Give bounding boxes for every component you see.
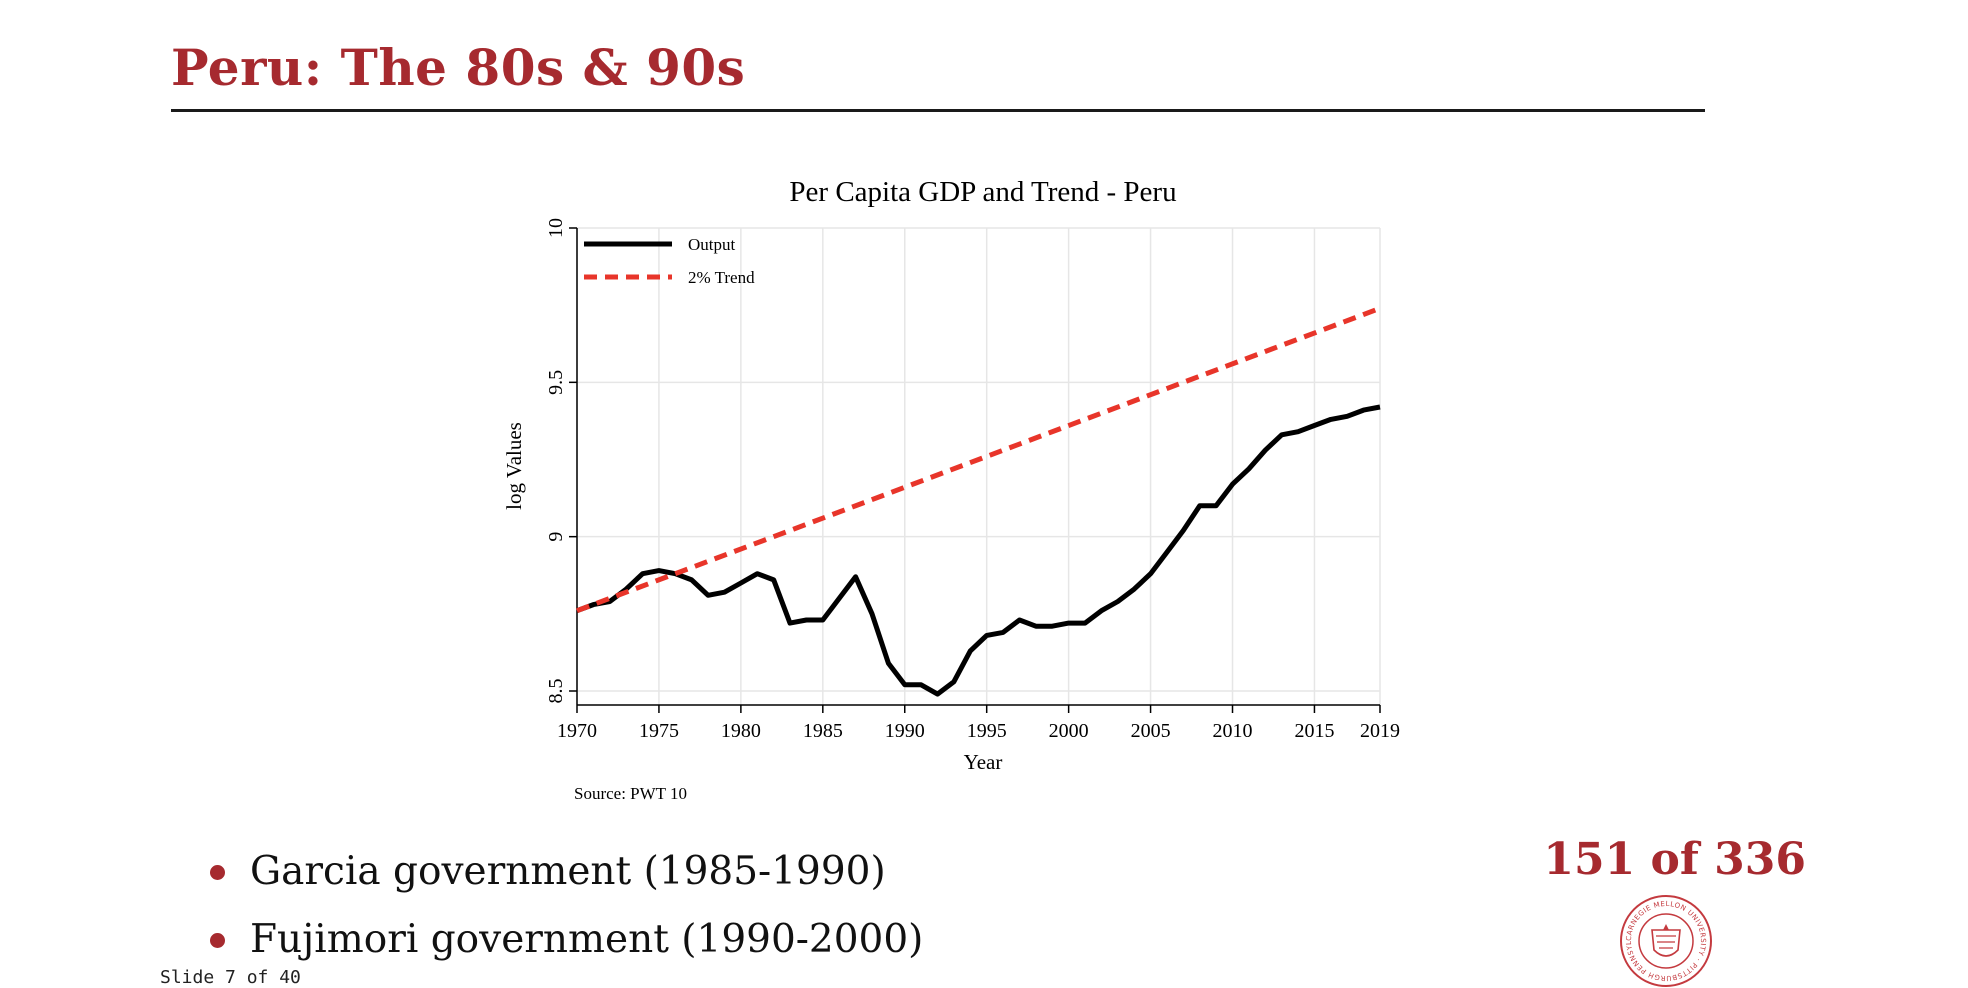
chart-axes: 1970 1975 1980 1985 1990 1995 2000 2005 2010 2015… [545, 218, 1400, 742]
university-seal-logo: CARNEGIE MELLON UNIVERSITY · PITTSBURGH … [1619, 894, 1712, 987]
x-tick-label: 1990 [885, 720, 925, 742]
trend-series-line [576, 305, 1381, 614]
x-tick-label: 2005 [1131, 720, 1171, 742]
y-tick-label: 9.5 [545, 370, 567, 395]
bullet-text: Garcia government (1985-1990) [250, 849, 886, 894]
output-series-line [576, 404, 1381, 697]
bullet-item: Fujimori government (1990-2000) [205, 906, 923, 974]
chart-series [576, 305, 1381, 697]
svg-text:CARNEGIE MELLON UNIVERSITY · P: CARNEGIE MELLON UNIVERSITY · PITTSBURGH … [1619, 894, 1707, 982]
x-tick-label: 2019 [1360, 720, 1400, 742]
chart-gridlines [576, 227, 1381, 705]
bullet-dot [210, 865, 225, 880]
bullet-list: Garcia government (1985-1990) Fujimori g… [205, 838, 923, 974]
slide-title: Peru: The 80s & 90s [171, 38, 746, 97]
legend-label: Output [688, 235, 736, 254]
x-tick-label: 2015 [1294, 720, 1334, 742]
x-tick-label: 1995 [967, 720, 1007, 742]
title-divider [171, 109, 1705, 112]
x-tick-label: 1970 [557, 720, 597, 742]
chart-source-note: Source: PWT 10 [574, 784, 687, 803]
slide-footer: Slide 7 of 40 [160, 967, 301, 988]
x-tick-label: 1985 [803, 720, 843, 742]
chart-legend: Output 2% Trend [584, 235, 755, 287]
page-counter: 151 of 336 [1543, 834, 1806, 885]
legend-label: 2% Trend [688, 268, 755, 287]
y-tick-label: 10 [545, 218, 567, 238]
y-axis-title: log Values [502, 422, 526, 510]
chart-title: Per Capita GDP and Trend - Peru [789, 176, 1176, 208]
x-tick-label: 1975 [639, 720, 679, 742]
bullet-dot [210, 933, 225, 948]
y-tick-label: 9 [545, 532, 567, 542]
bullet-item: Garcia government (1985-1990) [205, 838, 923, 906]
bullet-text: Fujimori government (1990-2000) [250, 917, 924, 962]
x-tick-label: 2000 [1049, 720, 1089, 742]
x-tick-label: 2010 [1213, 720, 1253, 742]
y-tick-label: 8.5 [545, 679, 567, 704]
x-axis-title: Year [964, 750, 1003, 774]
x-tick-label: 1980 [721, 720, 761, 742]
